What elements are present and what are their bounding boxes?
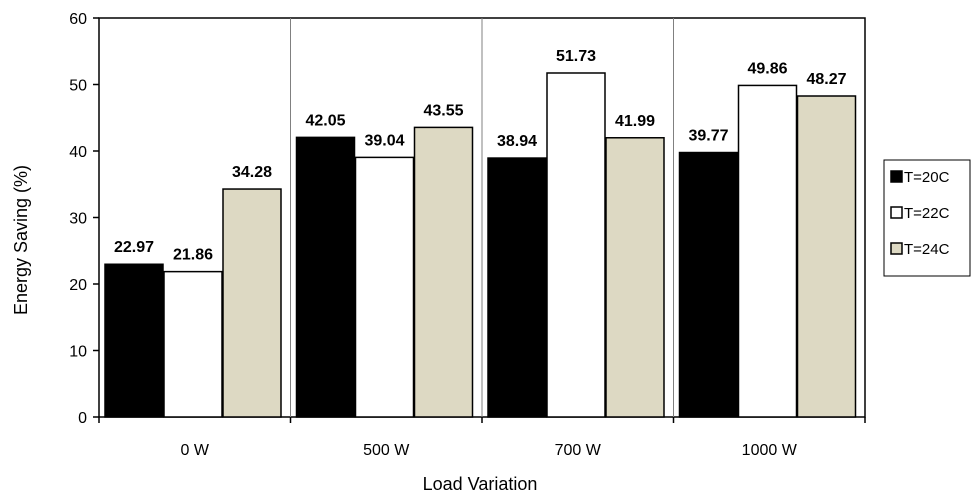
legend-label: T=24C [904, 241, 950, 258]
bar [678, 151, 739, 418]
legend-swatch [890, 170, 903, 183]
legend-label: T=20C [904, 169, 950, 186]
legend-swatch [890, 242, 903, 255]
y-tick-label: 20 [69, 277, 87, 294]
y-axis-title: Energy Saving (%) [11, 165, 31, 315]
x-tick-label: 1000 W [742, 442, 798, 459]
bar [222, 188, 282, 418]
legend: T=20C T=22C T=24C [883, 159, 971, 277]
x-tick-label: 0 W [181, 442, 210, 459]
data-label: 39.04 [364, 132, 404, 149]
bar [737, 84, 798, 418]
data-labels: 22.97 42.05 38.94 39.77 21.86 39.04 51.73 49.86… [114, 48, 847, 264]
bar [163, 270, 223, 418]
bars [104, 72, 857, 418]
data-label: 21.86 [173, 247, 213, 264]
data-label: 34.28 [232, 164, 272, 181]
legend-swatch [890, 206, 903, 219]
data-label: 51.73 [556, 48, 596, 65]
bar [605, 137, 665, 418]
data-label: 41.99 [615, 113, 655, 130]
y-axis: 0 10 20 30 40 50 60 [69, 11, 99, 427]
bar [796, 95, 857, 418]
data-label: 48.27 [806, 71, 846, 88]
data-label: 38.94 [497, 133, 537, 150]
data-label: 22.97 [114, 239, 154, 256]
bar [487, 157, 547, 418]
y-tick-label: 60 [69, 11, 87, 28]
bar [104, 263, 164, 418]
bar [295, 136, 356, 418]
y-tick-label: 10 [69, 344, 87, 361]
bar [546, 72, 606, 418]
data-label: 42.05 [305, 112, 345, 129]
y-tick-label: 50 [69, 78, 87, 95]
x-axis-title: Load Variation [423, 474, 538, 494]
data-label: 39.77 [688, 128, 728, 145]
data-label: 43.55 [423, 102, 463, 119]
bar [413, 126, 474, 418]
x-tick-label: 700 W [555, 442, 602, 459]
y-tick-label: 0 [78, 410, 87, 427]
x-tick-label: 500 W [363, 442, 410, 459]
legend-label: T=22C [904, 205, 950, 222]
bar [354, 156, 415, 418]
x-axis: 0 W 500 W 700 W 1000 W [98, 417, 866, 459]
y-tick-label: 40 [69, 144, 87, 161]
y-tick-label: 30 [69, 211, 87, 228]
data-label: 49.86 [747, 60, 787, 77]
